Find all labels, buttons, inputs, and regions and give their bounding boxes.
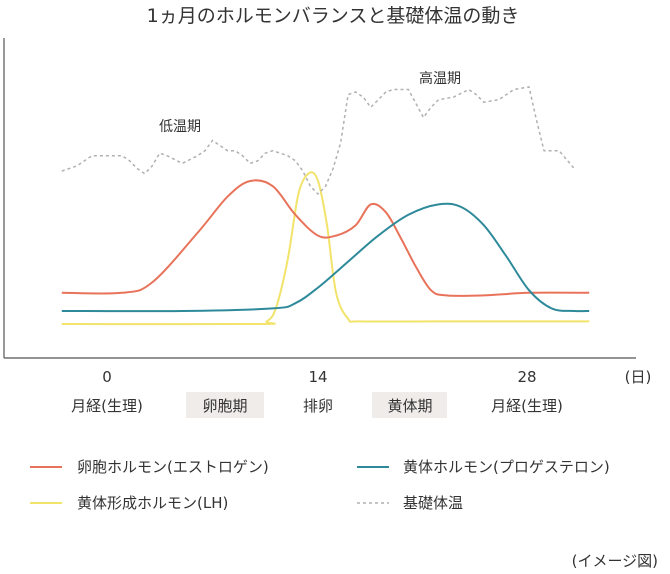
x-tick-label-0: 0 (102, 368, 112, 386)
phase-label-menstruation-2: 月経(生理) (491, 397, 563, 415)
follicular-phase-background (186, 392, 264, 418)
series-line-bbt (61, 86, 575, 195)
legend-label-estrogen: 卵胞ホルモン(エストロゲン) (77, 458, 269, 476)
high-temp-label: 高温期 (419, 70, 461, 87)
phase-label-follicular: 卵胞期 (202, 397, 247, 415)
phase-label-ovulation: 排卵 (303, 397, 333, 415)
legend-label-lh: 黄体形成ホルモン(LH) (77, 494, 228, 512)
x-tick-label-28: 28 (517, 368, 536, 386)
series-line-lh (61, 171, 590, 326)
chart-title: 1ヵ月のホルモンバランスと基礎体温の動き (147, 5, 520, 27)
series-line-progesterone (61, 202, 590, 313)
plot-area (61, 86, 590, 326)
legend-label-bbt: 基礎体温 (403, 494, 463, 512)
x-tick-label-14: 14 (308, 368, 327, 386)
phase-label-luteal: 黄体期 (387, 397, 432, 415)
low-temp-label: 低温期 (159, 119, 201, 135)
legend-label-progesterone: 黄体ホルモン(プロゲステロン) (403, 458, 610, 476)
legend: 卵胞ホルモン(エストロゲン) 黄体ホルモン(プロゲステロン) 黄体形成ホルモン(… (30, 458, 610, 512)
luteal-phase-background (372, 392, 447, 418)
x-unit-label: (日) (625, 368, 652, 386)
image-note: (イメージ図) (572, 552, 658, 570)
series-line-estrogen (61, 179, 590, 297)
phase-label-menstruation-1: 月経(生理) (71, 397, 143, 415)
